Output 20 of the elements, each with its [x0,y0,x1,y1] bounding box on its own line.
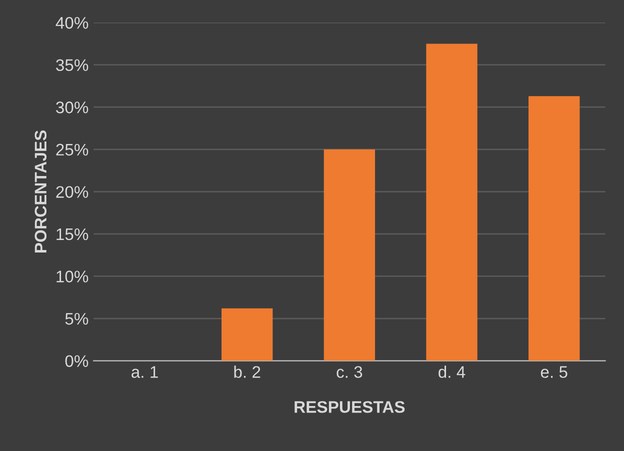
x-tick-label: e. 5 [540,366,568,378]
y-tick-label: 0% [65,355,88,368]
bar [528,96,580,361]
y-tick-label: 5% [65,312,88,325]
y-tick-label: 30% [56,102,88,114]
bar [222,308,273,361]
y-tick-label: 10% [56,270,88,282]
x-tick-label: a. 1 [132,366,158,378]
y-tick-label: 15% [56,228,88,240]
y-tick-label: 20% [56,186,88,198]
y-axis-title: PORCENTAJES [34,130,47,252]
x-tick-label: c. 3 [336,366,362,378]
y-tick-label: 40% [56,16,88,29]
y-tick-label: 25% [56,144,88,156]
x-axis-title: RESPUESTAS [294,401,405,413]
x-tick-label: d. 4 [438,366,466,378]
bar [426,44,478,361]
bar [324,149,376,361]
y-tick-label: 35% [56,59,88,72]
x-tick-label: b. 2 [234,366,260,378]
